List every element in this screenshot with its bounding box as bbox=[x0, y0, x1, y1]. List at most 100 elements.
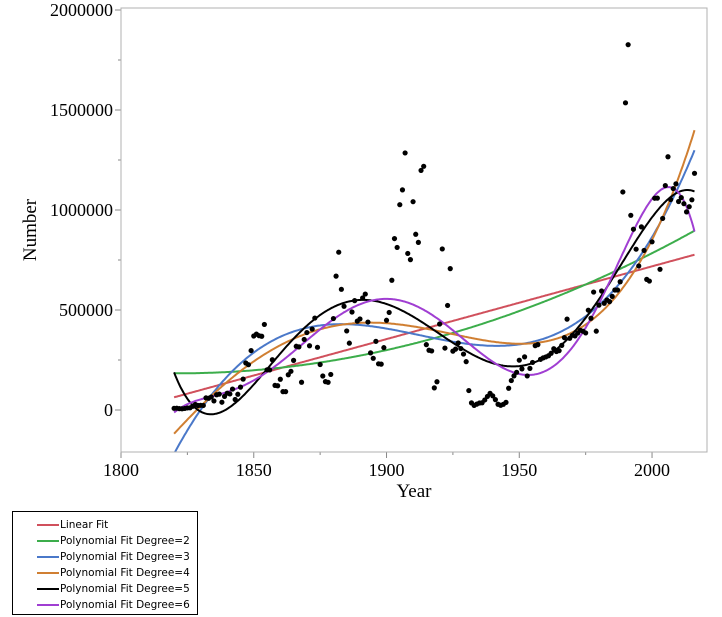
data-point bbox=[628, 212, 634, 218]
data-point bbox=[620, 189, 626, 195]
x-tick-label: 2000 bbox=[634, 460, 670, 480]
data-point bbox=[235, 391, 241, 397]
data-point bbox=[596, 302, 602, 308]
legend-label: Polynomial Fit Degree=4 bbox=[60, 567, 190, 579]
data-point bbox=[429, 348, 435, 354]
data-point bbox=[312, 315, 318, 321]
data-point bbox=[211, 398, 217, 404]
data-point bbox=[288, 368, 294, 374]
data-point bbox=[386, 309, 392, 316]
data-point bbox=[439, 246, 445, 252]
data-point bbox=[529, 359, 536, 366]
data-point bbox=[290, 357, 297, 363]
data-point bbox=[431, 385, 437, 391]
data-point bbox=[524, 373, 530, 379]
legend-label: Polynomial Fit Degree=3 bbox=[60, 551, 190, 563]
legend-item: Polynomial Fit Degree=2 bbox=[37, 533, 197, 549]
data-point bbox=[641, 247, 647, 254]
data-point bbox=[665, 154, 671, 160]
data-point bbox=[686, 204, 692, 210]
data-point bbox=[407, 257, 414, 263]
legend-item: Polynomial Fit Degree=4 bbox=[37, 565, 197, 581]
y-tick-label: 2000000 bbox=[50, 0, 113, 20]
data-point bbox=[654, 195, 660, 201]
data-point bbox=[357, 316, 363, 322]
data-point bbox=[548, 350, 554, 356]
data-point bbox=[296, 344, 302, 350]
data-point bbox=[559, 342, 565, 348]
data-point bbox=[614, 287, 621, 293]
data-point bbox=[447, 266, 453, 272]
data-point bbox=[646, 278, 652, 284]
legend-item: Polynomial Fit Degree=3 bbox=[37, 549, 197, 565]
data-point bbox=[606, 299, 613, 305]
data-point bbox=[527, 365, 533, 371]
data-point bbox=[306, 343, 313, 349]
x-tick-label: 1850 bbox=[236, 460, 272, 480]
data-point bbox=[516, 357, 522, 363]
data-point bbox=[275, 383, 281, 389]
data-point bbox=[370, 355, 376, 361]
data-point bbox=[410, 199, 416, 205]
data-point bbox=[248, 347, 254, 354]
fit-curve-degree-6 bbox=[173, 186, 696, 414]
data-point bbox=[444, 302, 451, 309]
data-point bbox=[535, 342, 541, 348]
legend-swatch bbox=[37, 604, 59, 606]
data-point bbox=[418, 167, 424, 174]
data-point bbox=[402, 150, 408, 156]
data-point bbox=[304, 329, 310, 336]
data-point bbox=[670, 185, 676, 192]
data-point bbox=[320, 373, 326, 379]
data-point bbox=[463, 359, 469, 365]
data-point bbox=[598, 288, 605, 294]
data-point bbox=[397, 202, 403, 208]
data-point bbox=[237, 384, 244, 390]
data-point bbox=[638, 224, 645, 230]
data-point bbox=[636, 263, 642, 269]
y-tick-label: 1500000 bbox=[50, 100, 113, 120]
fit-curve-degree-3 bbox=[173, 149, 696, 452]
data-point bbox=[591, 289, 597, 295]
data-point bbox=[503, 399, 509, 405]
data-point bbox=[373, 338, 379, 344]
data-point bbox=[336, 249, 342, 255]
y-axis-title: Number bbox=[20, 198, 41, 261]
data-point bbox=[216, 391, 222, 397]
data-point bbox=[229, 386, 236, 392]
data-point bbox=[227, 391, 233, 397]
legend-swatch bbox=[37, 572, 59, 574]
data-point bbox=[309, 326, 315, 332]
data-point bbox=[399, 187, 406, 193]
data-point bbox=[325, 379, 331, 385]
data-point bbox=[341, 303, 347, 309]
data-point bbox=[668, 196, 674, 203]
plot-frame bbox=[120, 7, 708, 453]
data-point bbox=[689, 197, 695, 203]
data-point bbox=[460, 351, 467, 357]
chart: 1800 1850 1900 1950 2000 0 500000 1000000 150000… bbox=[20, 0, 708, 502]
fit-curve-degree-1 bbox=[173, 253, 695, 399]
data-point bbox=[389, 277, 395, 283]
data-point bbox=[413, 231, 419, 237]
data-point bbox=[630, 226, 637, 232]
data-point bbox=[622, 100, 629, 106]
data-point bbox=[394, 244, 400, 251]
data-point bbox=[657, 266, 663, 272]
data-point bbox=[482, 397, 488, 403]
x-tick-label: 1800 bbox=[103, 460, 139, 480]
legend-item: Polynomial Fit Degree=5 bbox=[37, 581, 197, 597]
legend-label: Polynomial Fit Degree=5 bbox=[60, 583, 190, 595]
data-point bbox=[269, 357, 275, 363]
data-point bbox=[675, 198, 682, 205]
data-point bbox=[506, 385, 512, 391]
data-point bbox=[466, 387, 472, 394]
data-point bbox=[317, 361, 323, 368]
data-point bbox=[415, 239, 421, 245]
data-point bbox=[564, 316, 570, 322]
legend-item: Polynomial Fit Degree=6 bbox=[37, 597, 197, 613]
data-point bbox=[519, 366, 525, 372]
data-point bbox=[683, 209, 690, 215]
data-point bbox=[673, 181, 679, 187]
data-point bbox=[349, 309, 355, 315]
